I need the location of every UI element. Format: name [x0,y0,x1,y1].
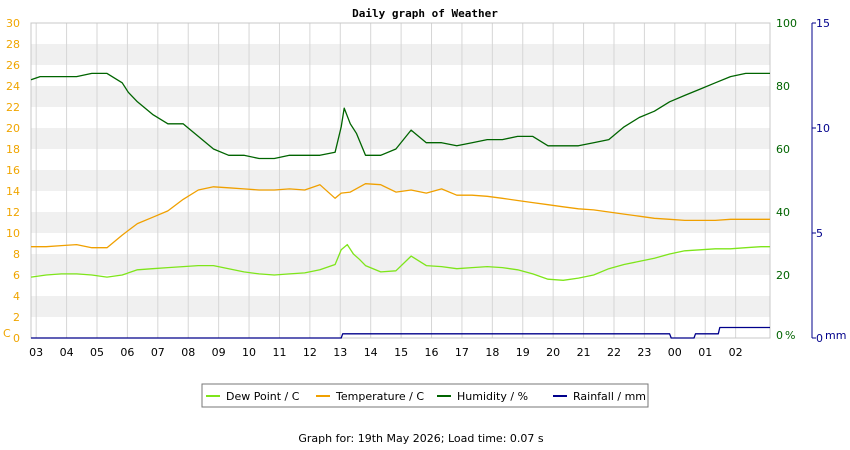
series-layer [30,72,770,339]
x-tick-label: 16 [425,346,439,359]
left-tick-label: 6 [13,269,20,282]
x-tick-label: 03 [29,346,43,359]
x-tick-label: 19 [516,346,530,359]
grid-bands [31,23,770,338]
x-tick-label: 04 [60,346,74,359]
x-tick-label: 10 [242,346,256,359]
rainfall-tick-label: 0 [816,332,823,345]
grid-band [31,170,770,191]
left-tick-label: 26 [6,59,20,72]
series-line-rainfall [31,326,770,339]
left-tick-label: 4 [13,290,20,303]
humidity-axis-ticks: 20 40 60 80 100 0 [776,17,797,342]
rainfall-tick-label: 5 [816,227,823,240]
legend-label: Rainfall / mm [573,390,646,403]
grid-band [31,128,770,149]
x-tick-label: 09 [212,346,226,359]
humidity-axis-unit: % [785,329,795,342]
legend: Dew Point / C Temperature / C Humidity / %… [206,390,646,403]
x-tick-label: 05 [90,346,104,359]
x-tick-label: 01 [698,346,712,359]
grid-band [31,233,770,254]
left-tick-label: 12 [6,206,20,219]
series-line-humidity [30,72,770,160]
left-tick-label: 14 [6,185,20,198]
humidity-tick-label: 0 [776,329,783,342]
x-tick-label: 15 [394,346,408,359]
x-tick-label: 12 [303,346,317,359]
x-tick-label: 14 [364,346,378,359]
grid-band [31,191,770,212]
series-line-temperature [31,183,770,249]
grid-band [31,254,770,275]
grid-band [31,65,770,86]
left-tick-label: 20 [6,122,20,135]
x-tick-label: 22 [607,346,621,359]
x-tick-label: 23 [637,346,651,359]
left-tick-label: 16 [6,164,20,177]
rainfall-axis-unit: mm [825,329,846,342]
left-tick-label: 22 [6,101,20,114]
humidity-tick-label: 20 [776,269,790,282]
grid-band [31,275,770,296]
left-tick-label: 30 [6,17,20,30]
left-tick-label: 28 [6,38,20,51]
left-tick-label: 0 [13,332,20,345]
left-tick-label: 8 [13,248,20,261]
rainfall-tick-label: 10 [816,122,830,135]
x-tick-label: 13 [333,346,347,359]
grid-band [31,86,770,107]
rainfall-axis-ticks: 0 5 10 15 [812,17,830,345]
vertical-gridlines [35,23,737,338]
legend-box [201,383,649,408]
legend-label: Temperature / C [335,390,424,403]
left-axis-unit: C [3,327,11,340]
left-tick-label: 10 [6,227,20,240]
x-tick-label: 02 [729,346,743,359]
x-tick-label: 08 [181,346,195,359]
x-tick-label: 11 [272,346,286,359]
x-axis-ticks: 03 04 05 06 07 08 09 10 11 12 13 14 15 16 17 18 19 20 21 22… [29,346,742,359]
legend-label: Dew Point / C [226,390,300,403]
x-tick-label: 18 [485,346,499,359]
legend-label: Humidity / % [457,390,528,403]
grid-band [31,44,770,65]
left-tick-label: 24 [6,80,20,93]
grid-band [31,149,770,170]
x-tick-label: 21 [577,346,591,359]
left-tick-label: 2 [13,311,20,324]
chart-title: Daily graph of Weather [352,7,498,20]
grid-band [31,212,770,233]
grid-band [31,107,770,128]
humidity-tick-label: 40 [776,206,790,219]
grid-band [31,296,770,317]
plot-frame [30,22,771,339]
humidity-tick-label: 100 [776,17,797,30]
humidity-tick-label: 80 [776,80,790,93]
grid-band [31,317,770,338]
x-tick-label: 06 [120,346,134,359]
x-tick-label: 20 [546,346,560,359]
humidity-tick-label: 60 [776,143,790,156]
x-tick-label: 07 [151,346,165,359]
left-tick-label: 18 [6,143,20,156]
footer-text: Graph for: 19th May 2026; Load time: 0.0… [298,432,544,445]
x-tick-label: 00 [668,346,682,359]
x-tick-label: 17 [455,346,469,359]
grid-band [31,23,770,44]
rainfall-tick-label: 15 [816,17,830,30]
series-line-dew [30,243,770,281]
